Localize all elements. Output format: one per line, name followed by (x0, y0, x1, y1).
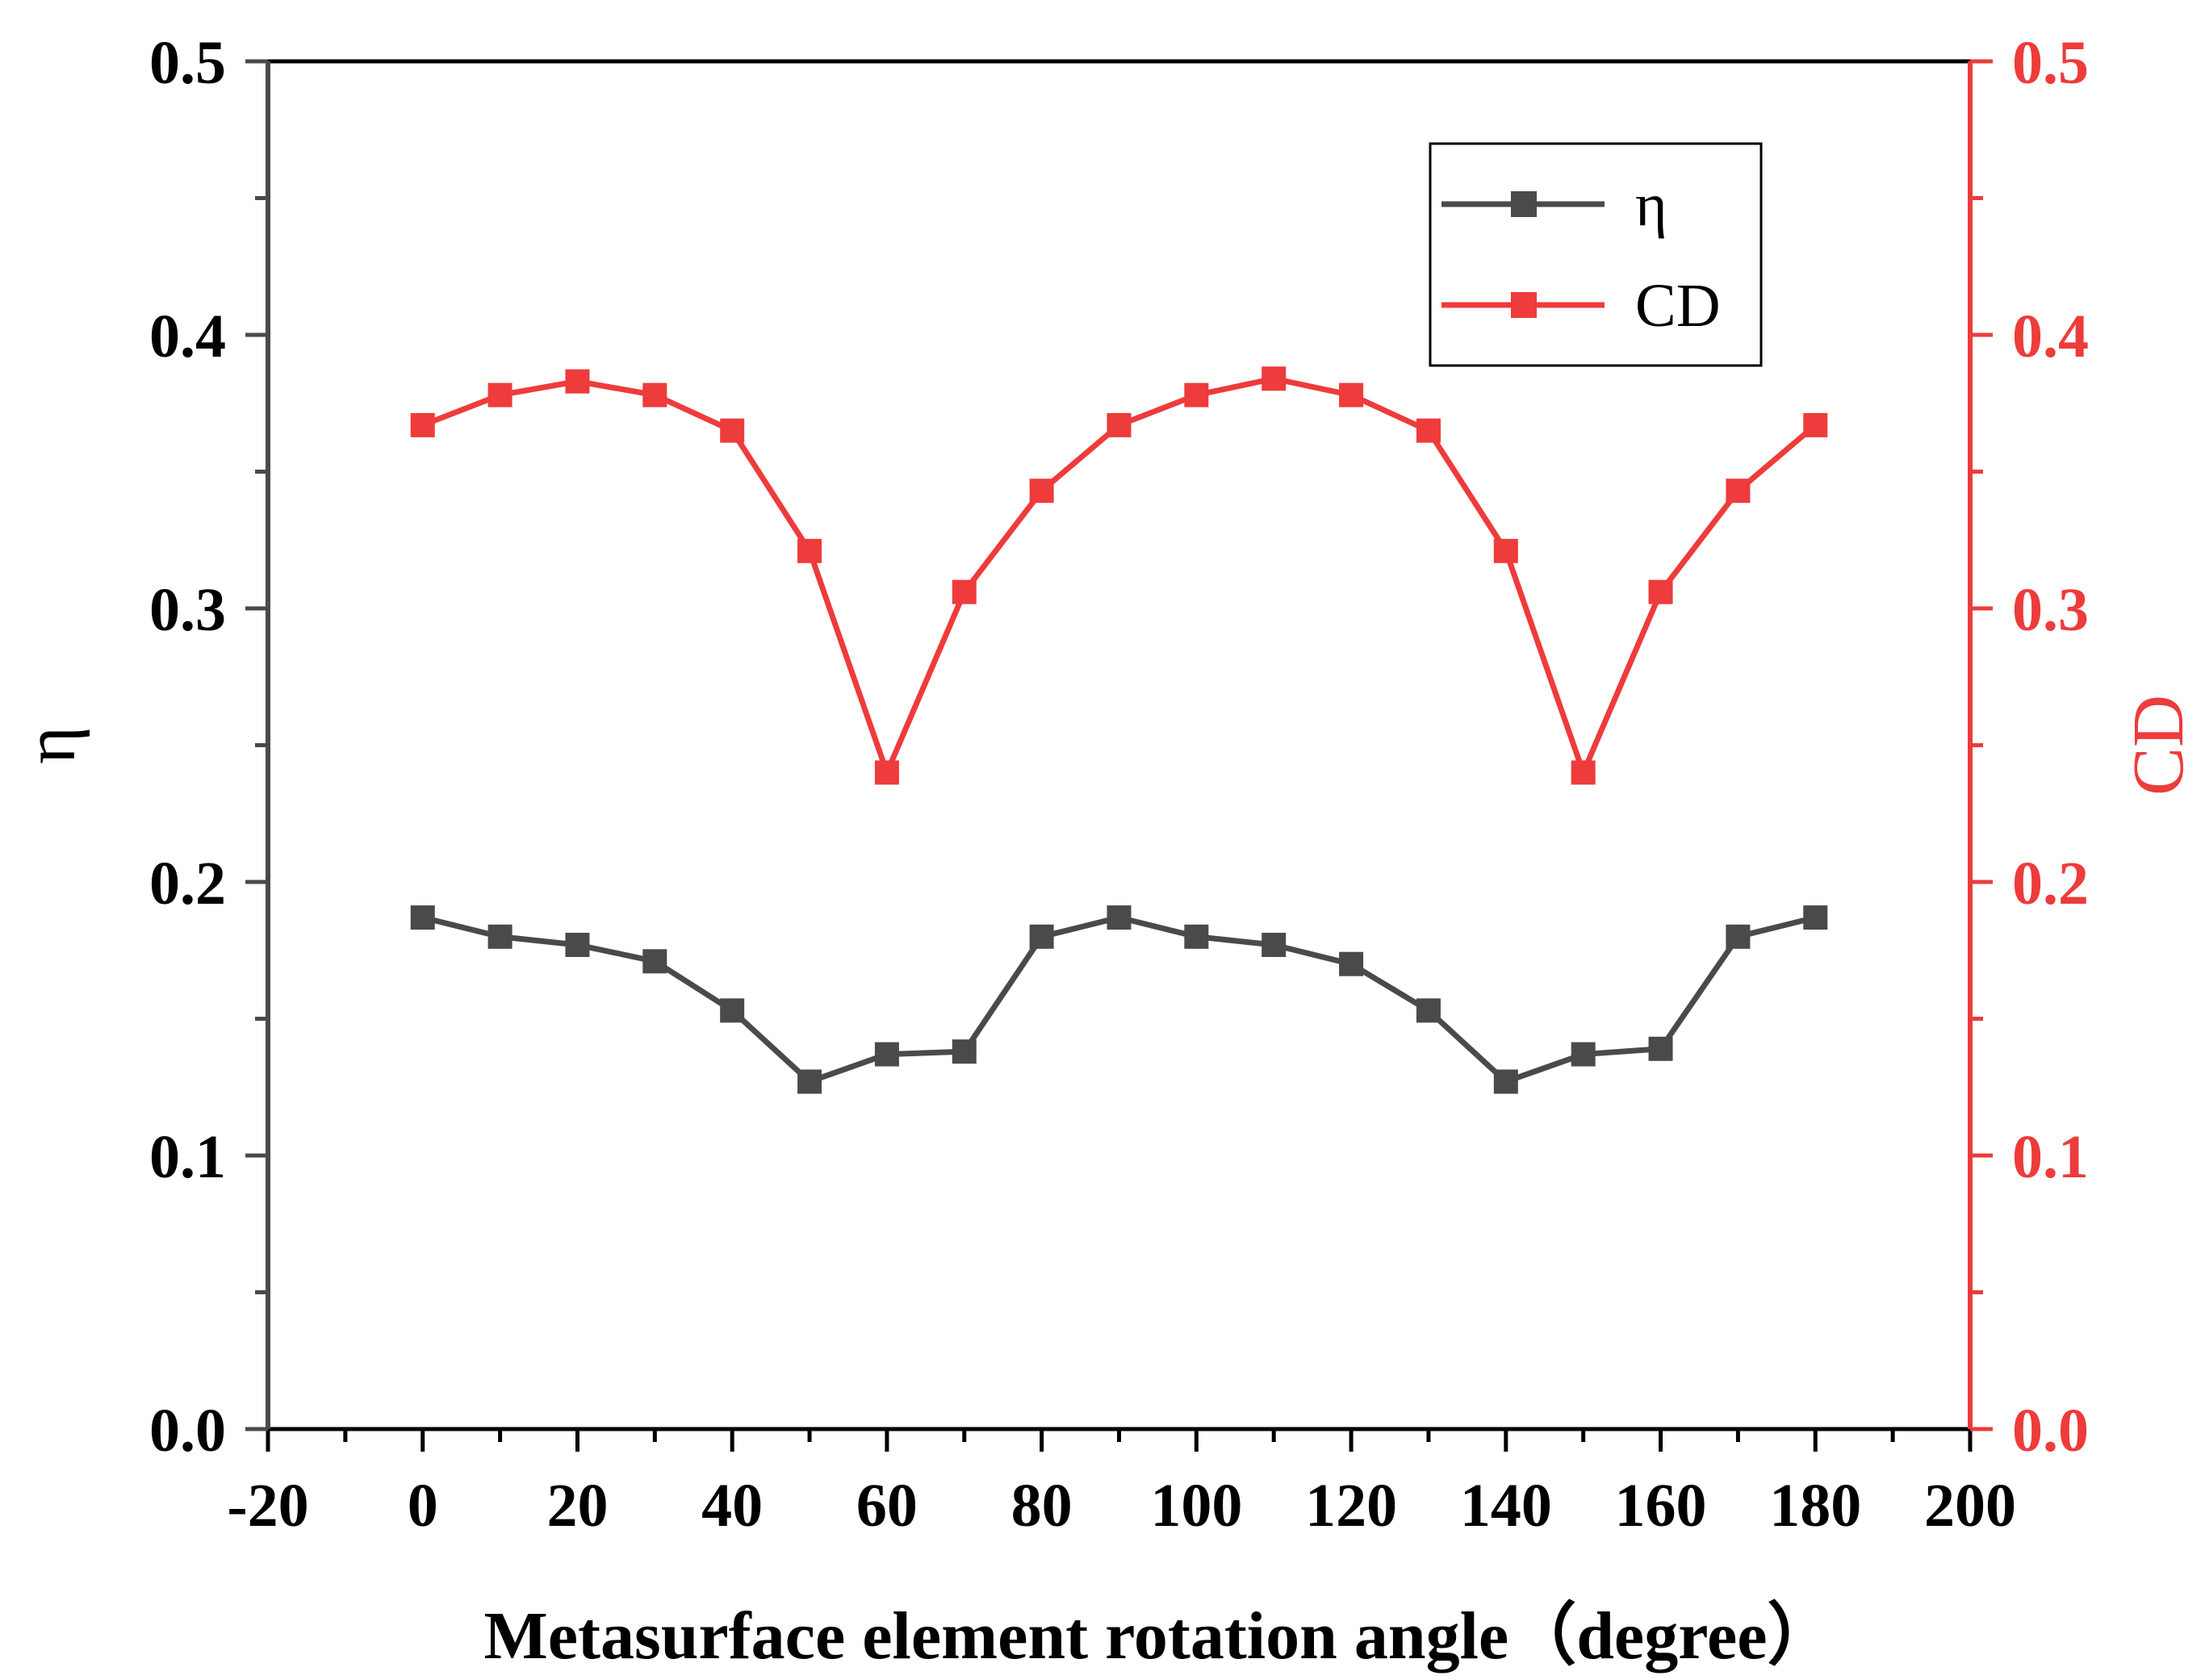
data-point (1416, 418, 1441, 443)
data-point (797, 1069, 822, 1094)
series-layer (410, 366, 1828, 1094)
data-point (1416, 998, 1441, 1023)
x-tick-label: 160 (1615, 1472, 1707, 1540)
data-point (487, 382, 513, 407)
x-tick-label: 180 (1769, 1472, 1861, 1540)
data-point (1261, 932, 1287, 957)
x-tick-label: 40 (701, 1472, 763, 1540)
data-point (797, 538, 822, 563)
data-point (410, 905, 435, 930)
data-point (1726, 479, 1751, 504)
y-axis-right-title: CD (2119, 695, 2199, 796)
data-point (1107, 905, 1132, 930)
x-tick-label: -20 (227, 1472, 308, 1540)
legend-box (1429, 142, 1763, 367)
data-point (1571, 760, 1596, 785)
x-tick-label: 100 (1150, 1472, 1242, 1540)
legend-marker (1511, 191, 1537, 217)
data-point (565, 932, 590, 957)
data-point (642, 949, 667, 974)
data-point (1029, 924, 1054, 949)
series-line (421, 375, 1818, 775)
x-tick-label: 80 (1011, 1472, 1073, 1540)
data-point (1648, 1036, 1673, 1061)
data-point (410, 412, 435, 437)
data-point (642, 382, 667, 407)
data-point (1261, 366, 1287, 391)
data-point (1571, 1042, 1596, 1067)
y-right-tick-label: 0.1 (2012, 1123, 2089, 1191)
data-point (1339, 382, 1364, 407)
y-right-tick-label: 0.5 (2012, 29, 2089, 97)
data-point (1493, 538, 1518, 563)
legend-marker (1511, 292, 1537, 318)
x-tick-label: 60 (856, 1472, 918, 1540)
y-left-tick-label: 0.1 (149, 1123, 226, 1191)
y-right-tick-label: 0.3 (2012, 576, 2089, 644)
legend-label: η (1635, 171, 1667, 239)
data-point (1493, 1069, 1518, 1094)
data-point (1803, 412, 1828, 437)
y-axis-left-title: η (10, 726, 90, 764)
data-point (874, 1042, 899, 1067)
data-point (952, 579, 977, 604)
y-right-tick-label: 0.0 (2012, 1397, 2089, 1465)
data-point (1184, 382, 1209, 407)
y-left-tick-label: 0.3 (149, 576, 226, 644)
legend-label: CD (1635, 272, 1721, 340)
data-point (1726, 924, 1751, 949)
data-point (874, 760, 899, 785)
data-point (1029, 479, 1054, 504)
data-point (565, 369, 590, 394)
series-line (421, 914, 1817, 1084)
data-point (1184, 924, 1209, 949)
data-point (952, 1039, 977, 1064)
data-point (720, 998, 745, 1023)
series-cd (410, 366, 1828, 785)
data-point (1107, 412, 1132, 437)
y-left-tick-label: 0.4 (149, 303, 226, 370)
x-tick-label: 0 (408, 1472, 438, 1540)
x-tick-label: 140 (1460, 1472, 1552, 1540)
data-point (1648, 579, 1673, 604)
x-tick-label: 200 (1924, 1472, 2016, 1540)
data-point (720, 418, 745, 443)
series-eta (410, 905, 1828, 1094)
y-left-tick-label: 0.0 (149, 1397, 226, 1465)
y-left-tick-label: 0.2 (149, 850, 226, 917)
legend: η CD (1429, 142, 1763, 367)
x-axis-title: Metasurface element rotation angle（degre… (483, 1599, 1835, 1674)
x-tick-label: 20 (546, 1472, 608, 1540)
data-point (487, 924, 513, 949)
y-right-tick-label: 0.2 (2012, 850, 2089, 917)
x-tick-label: 120 (1305, 1472, 1397, 1540)
data-point (1803, 905, 1828, 930)
axes: -20 0 20 40 60 80 100 120 140 160 180 200 0.0 0.1 0.2 0… (149, 29, 2089, 1540)
y-right-tick-label: 0.4 (2012, 303, 2089, 370)
y-left-tick-label: 0.5 (149, 29, 226, 97)
data-point (1339, 951, 1364, 976)
